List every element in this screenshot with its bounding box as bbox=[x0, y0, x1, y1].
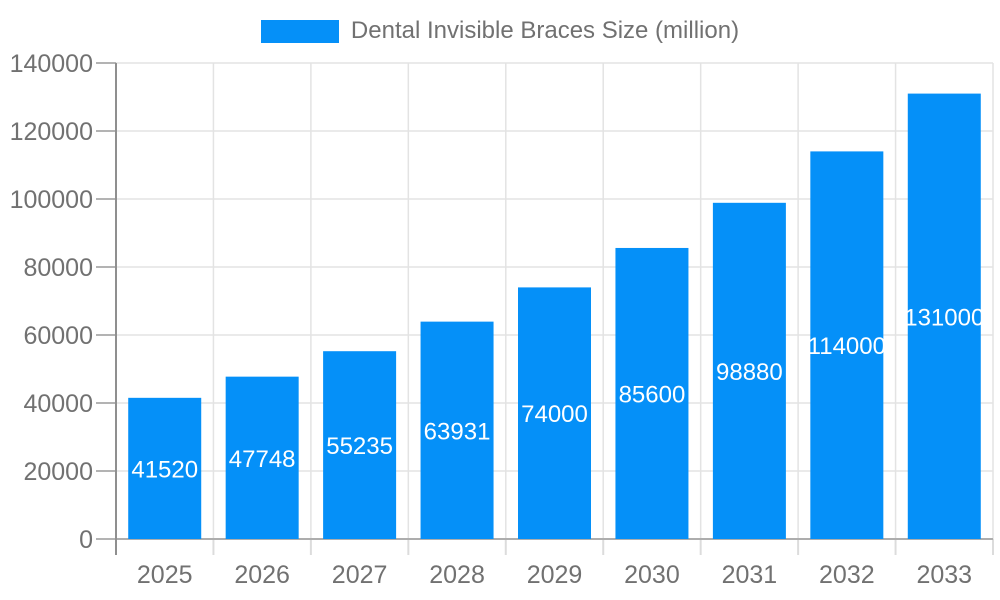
bar-value-label: 55235 bbox=[326, 433, 393, 460]
bar-value-label: 98880 bbox=[716, 359, 783, 386]
x-tick-label: 2032 bbox=[819, 561, 875, 589]
bar-2028[interactable] bbox=[420, 321, 494, 539]
y-tick-label: 120000 bbox=[10, 118, 93, 146]
bar-value-label: 47748 bbox=[229, 446, 296, 473]
bar-value-label: 85600 bbox=[619, 381, 686, 408]
bar-value-label: 114000 bbox=[808, 333, 886, 360]
x-tick-label: 2027 bbox=[332, 561, 388, 589]
legend-label: Dental Invisible Braces Size (million) bbox=[350, 17, 740, 44]
bar-2033[interactable] bbox=[907, 93, 981, 539]
x-tick-label: 2031 bbox=[722, 561, 778, 589]
legend-item[interactable]: Dental Invisible Braces Size (million) bbox=[0, 16, 1000, 46]
x-tick-label: 2030 bbox=[624, 561, 680, 589]
bar-value-label: 41520 bbox=[131, 456, 198, 483]
y-tick-label: 80000 bbox=[23, 254, 93, 282]
y-tick-label: 0 bbox=[79, 526, 93, 554]
bar-value-label: 131000 bbox=[904, 304, 984, 331]
bar-2026[interactable] bbox=[225, 376, 299, 539]
bar-2030[interactable] bbox=[615, 247, 689, 539]
x-tick-label: 2033 bbox=[916, 561, 972, 589]
legend-swatch-icon bbox=[260, 19, 339, 43]
y-tick-label: 140000 bbox=[10, 50, 93, 78]
bar-2031[interactable] bbox=[712, 202, 786, 540]
bar-2029[interactable] bbox=[518, 287, 591, 539]
bar-2027[interactable] bbox=[323, 351, 397, 539]
bar-value-label: 63931 bbox=[424, 418, 491, 445]
x-tick-label: 2028 bbox=[429, 561, 485, 589]
y-tick-label: 40000 bbox=[23, 390, 93, 418]
x-tick-label: 2025 bbox=[137, 561, 193, 589]
bar-2032[interactable] bbox=[810, 151, 884, 539]
y-tick-label: 60000 bbox=[23, 322, 93, 350]
y-tick-label: 100000 bbox=[10, 186, 93, 214]
bar-2025[interactable] bbox=[128, 397, 202, 539]
x-tick-label: 2029 bbox=[527, 561, 583, 589]
bar-value-label: 74000 bbox=[521, 401, 588, 428]
x-tick-label: 2026 bbox=[234, 561, 290, 589]
y-tick-label: 20000 bbox=[23, 458, 93, 486]
